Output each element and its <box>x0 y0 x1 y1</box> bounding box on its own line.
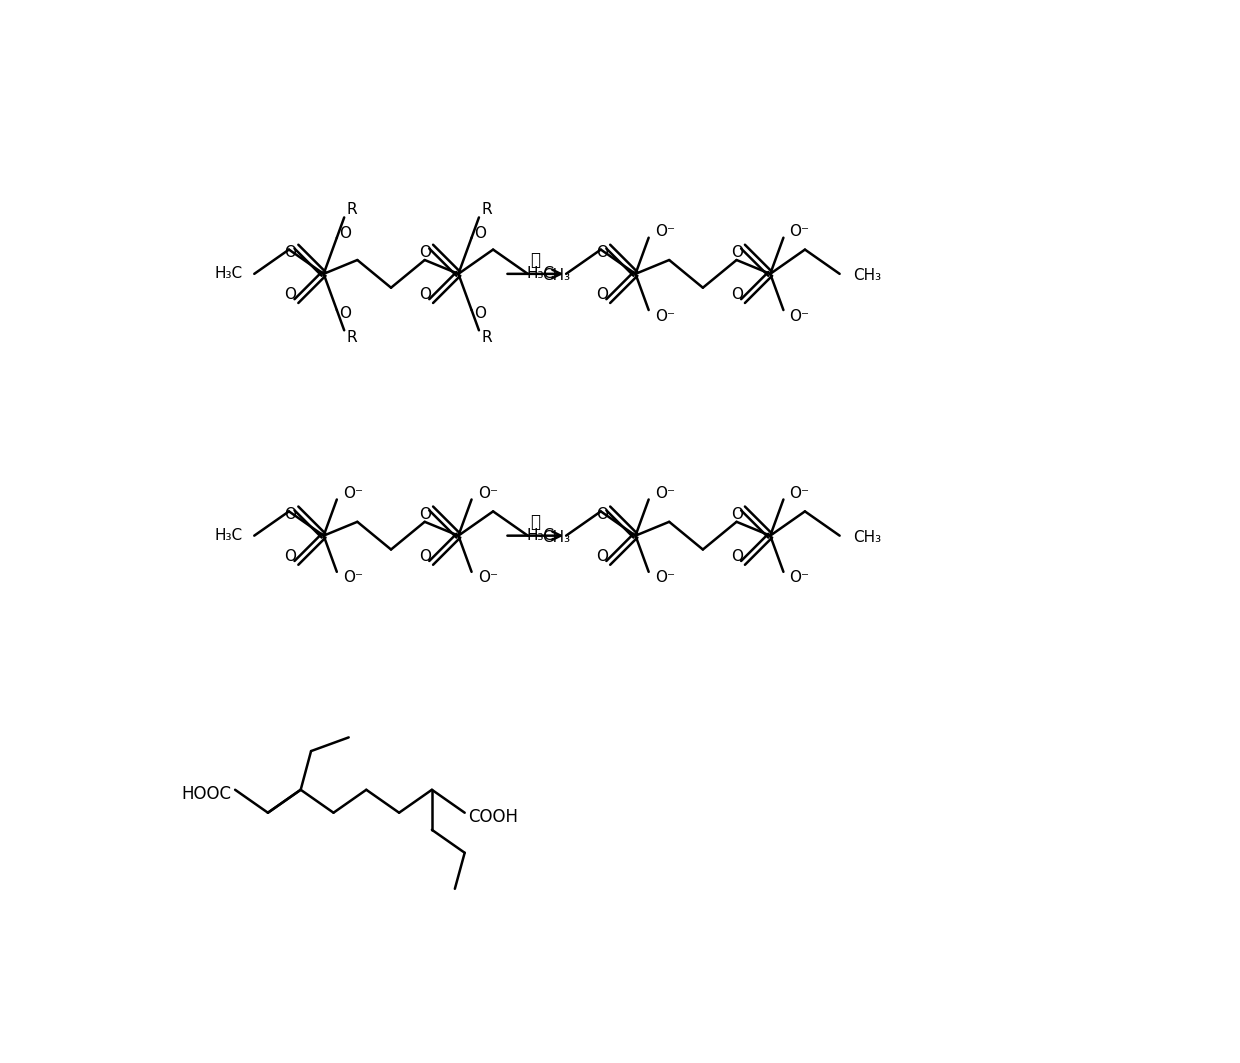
Text: O: O <box>419 246 432 260</box>
Text: O: O <box>596 246 608 260</box>
Text: O: O <box>419 550 432 564</box>
Text: O: O <box>596 287 608 303</box>
Text: O⁻: O⁻ <box>343 571 363 586</box>
Text: COOH: COOH <box>469 808 518 826</box>
Text: 酸: 酸 <box>531 512 541 530</box>
Text: O⁻: O⁻ <box>655 486 675 501</box>
Text: 碱: 碱 <box>531 251 541 269</box>
Text: O: O <box>596 550 608 564</box>
Text: H₃C: H₃C <box>527 267 554 282</box>
Text: O: O <box>730 550 743 564</box>
Text: H₃C: H₃C <box>215 267 243 282</box>
Text: O: O <box>284 550 296 564</box>
Text: O: O <box>339 226 351 241</box>
Text: H₃C: H₃C <box>215 528 243 543</box>
Text: O: O <box>596 507 608 522</box>
Text: R: R <box>346 331 357 345</box>
Text: CH₃: CH₃ <box>853 268 882 283</box>
Text: O⁻: O⁻ <box>655 571 675 586</box>
Text: R: R <box>481 202 492 217</box>
Text: O: O <box>474 306 486 321</box>
Text: O⁻: O⁻ <box>790 571 810 586</box>
Text: O: O <box>419 507 432 522</box>
Text: O⁻: O⁻ <box>655 224 675 239</box>
Text: HOOC: HOOC <box>181 784 231 803</box>
Text: O: O <box>339 306 351 321</box>
Text: O⁻: O⁻ <box>477 486 497 501</box>
Text: CH₃: CH₃ <box>853 529 882 544</box>
Text: CH₃: CH₃ <box>542 529 569 544</box>
Text: O: O <box>730 287 743 303</box>
Text: CH₃: CH₃ <box>542 268 569 283</box>
Text: O⁻: O⁻ <box>655 308 675 324</box>
Text: R: R <box>346 202 357 217</box>
Text: H₃C: H₃C <box>527 528 554 543</box>
Text: O: O <box>730 507 743 522</box>
Text: O: O <box>419 287 432 303</box>
Text: O⁻: O⁻ <box>790 486 810 501</box>
Text: O⁻: O⁻ <box>343 486 363 501</box>
Text: O: O <box>284 246 296 260</box>
Text: O: O <box>284 287 296 303</box>
Text: O⁻: O⁻ <box>477 571 497 586</box>
Text: O⁻: O⁻ <box>790 224 810 239</box>
Text: O⁻: O⁻ <box>790 308 810 324</box>
Text: O: O <box>474 226 486 241</box>
Text: R: R <box>481 331 492 345</box>
Text: O: O <box>730 246 743 260</box>
Text: O: O <box>284 507 296 522</box>
